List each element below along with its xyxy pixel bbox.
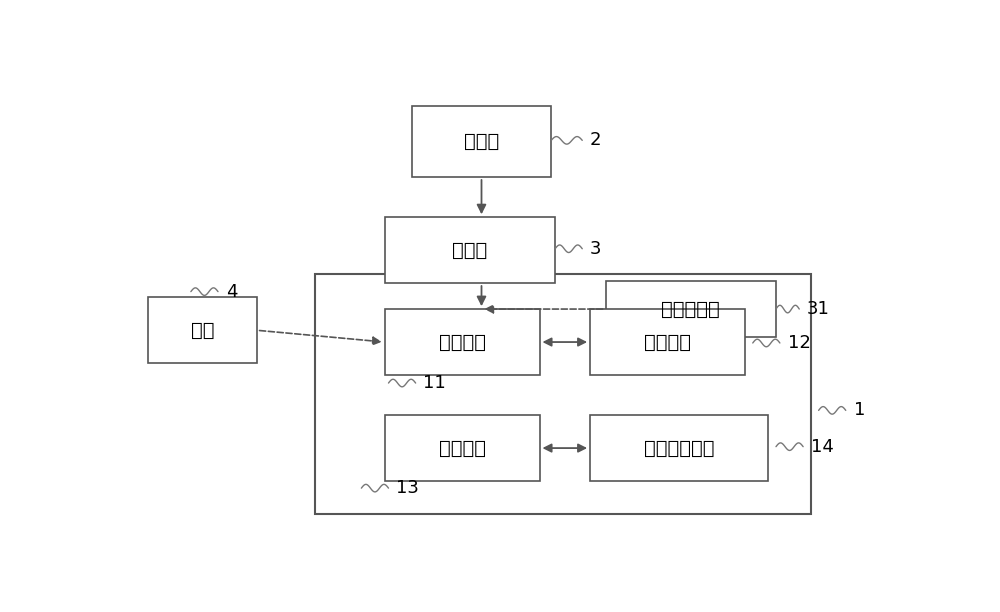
Bar: [385, 415, 540, 481]
Text: 2: 2: [590, 132, 602, 149]
Text: 检测装置: 检测装置: [439, 332, 486, 351]
Bar: [385, 309, 540, 375]
Text: 31: 31: [807, 300, 830, 318]
Bar: [148, 297, 257, 364]
Bar: [590, 415, 768, 481]
Bar: [412, 106, 551, 177]
Text: 动态加热器: 动态加热器: [661, 299, 720, 319]
Bar: [315, 274, 811, 514]
Text: 采样杆: 采样杆: [452, 241, 488, 259]
Bar: [590, 309, 745, 375]
Text: 14: 14: [811, 438, 834, 456]
Bar: [606, 281, 776, 337]
Text: 切割头: 切割头: [464, 132, 499, 151]
Text: 13: 13: [396, 479, 419, 497]
Text: 驱动控制系统: 驱动控制系统: [644, 439, 714, 458]
Text: 1: 1: [854, 401, 865, 419]
Bar: [385, 217, 555, 283]
Text: 驱动机构: 驱动机构: [439, 439, 486, 458]
Text: 气泵: 气泵: [191, 321, 214, 340]
Text: 12: 12: [788, 334, 810, 352]
Text: 3: 3: [590, 240, 602, 258]
Text: 4: 4: [226, 283, 237, 300]
Text: 监控系统: 监控系统: [644, 332, 691, 351]
Text: 11: 11: [423, 374, 446, 392]
